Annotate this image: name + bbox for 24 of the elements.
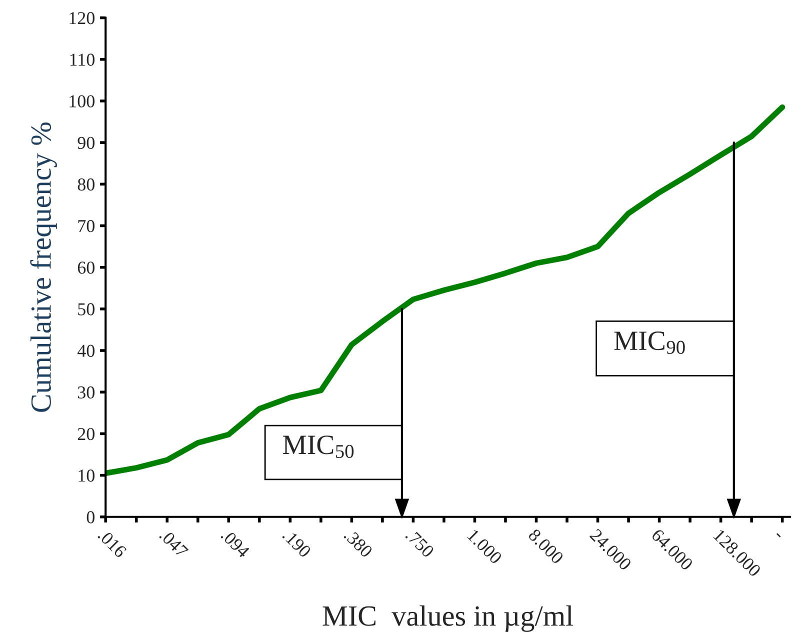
y-tick-label: 90 bbox=[78, 136, 94, 149]
y-tick-label: 0 bbox=[86, 511, 94, 524]
y-tick-label: 110 bbox=[70, 54, 94, 66]
x-tick-label: .380 bbox=[343, 528, 374, 558]
y-tick-label: 40 bbox=[77, 344, 94, 357]
y-tick-label: 120 bbox=[70, 12, 94, 24]
x-tick-label: .016 bbox=[97, 528, 128, 558]
x-axis-title: MIC values in µg/ml bbox=[322, 605, 574, 632]
x-tick-label: .047 bbox=[158, 528, 189, 558]
y-axis-title: Cumulative frequency % bbox=[30, 122, 57, 412]
y-tick-label: 60 bbox=[78, 262, 94, 274]
x-tick-label: .094 bbox=[220, 528, 250, 558]
y-tick-label: 50 bbox=[78, 303, 94, 316]
annotation: MIC$_{50}$ bbox=[282, 436, 354, 458]
y-tick-label: 10 bbox=[78, 470, 94, 482]
annotation: MIC$_{90}$ bbox=[614, 332, 685, 354]
x-tick-label: - bbox=[776, 533, 781, 538]
y-tick-label: 20 bbox=[78, 428, 94, 440]
y-tick-label: 70 bbox=[78, 220, 94, 232]
x-tick-label: .190 bbox=[282, 528, 312, 558]
x-tick-label: .750 bbox=[405, 528, 435, 558]
y-tick-label: 30 bbox=[78, 386, 94, 399]
y-tick-label: 100 bbox=[70, 95, 94, 108]
y-tick-label: 80 bbox=[78, 178, 94, 191]
